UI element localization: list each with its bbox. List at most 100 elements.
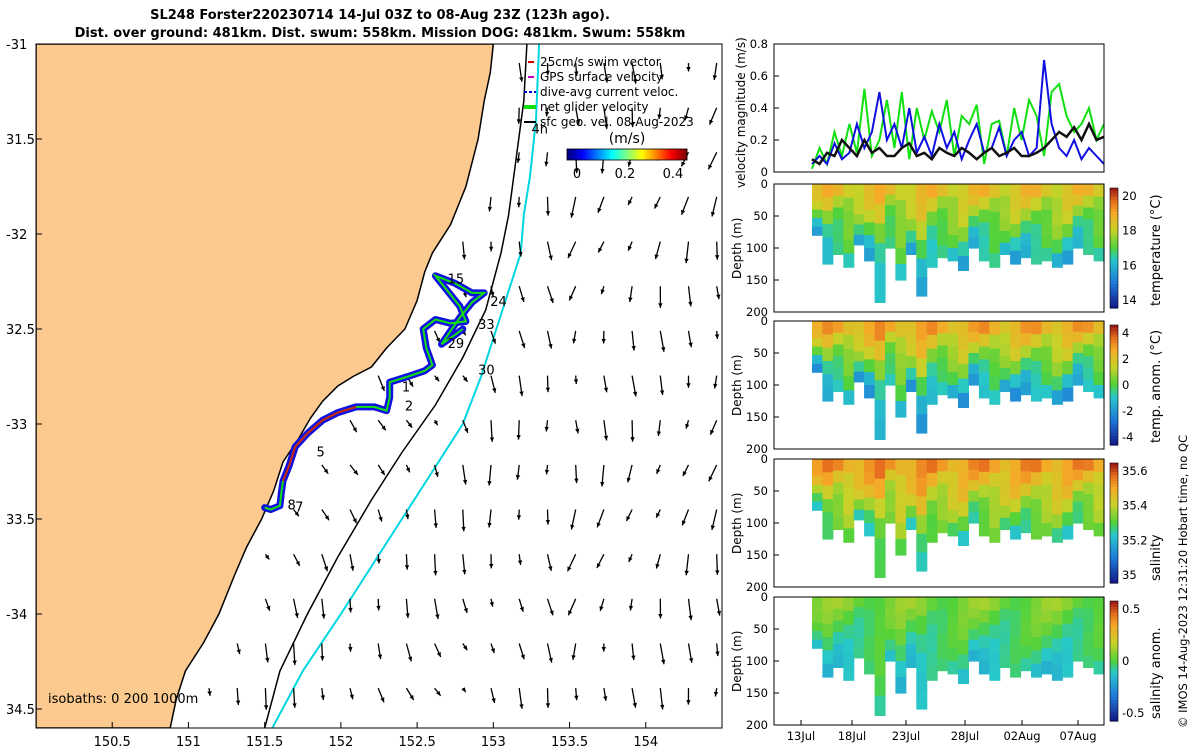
heatmap-cell: [895, 321, 907, 338]
heatmap-cell: [1010, 459, 1022, 473]
panel-colorbar-segment: [1110, 385, 1118, 389]
heatmap-cell: [1041, 235, 1053, 249]
panel-colorbar-segment: [1110, 421, 1118, 425]
current-vector-head: [599, 606, 604, 611]
heatmap-cell: [947, 523, 959, 537]
heatmap-cell: [1093, 321, 1105, 335]
heatmap-cell: [843, 348, 855, 364]
current-vector-head: [324, 515, 330, 521]
heatmap-cell: [885, 184, 896, 196]
current-vector-head: [570, 524, 575, 530]
current-vector-head: [294, 613, 299, 618]
current-vector-head: [380, 697, 385, 703]
colorbar-segment: [611, 149, 614, 160]
heatmap-cell: [885, 480, 896, 492]
heatmap-cell: [989, 184, 1001, 199]
legend-label: 25cm/s swim vector: [540, 55, 661, 69]
heatmap-cell: [978, 459, 990, 473]
panel-colorbar-segment: [1110, 302, 1118, 306]
heatmap-cell: [1010, 237, 1022, 252]
heatmap-cell: [905, 230, 917, 244]
current-vector-head: [627, 161, 632, 167]
current-vector-head: [716, 294, 721, 300]
heatmap-cell: [926, 514, 938, 529]
heatmap-cell: [864, 484, 876, 498]
heatmap-cell: [989, 225, 1001, 241]
y-tick-label: 33.5: [6, 513, 35, 528]
heatmap-cell: [812, 346, 823, 356]
heatmap-cell: [905, 494, 917, 507]
heatmap-cell: [947, 359, 959, 373]
colorbar-segment: [667, 149, 670, 160]
panel-colorbar-segment: [1110, 188, 1118, 192]
heatmap-cell: [812, 338, 823, 348]
heatmap-cell: [1072, 512, 1084, 524]
heatmap-cell: [937, 208, 949, 222]
colorbar-segment: [665, 149, 668, 160]
heatmap-cell: [1083, 459, 1095, 472]
panel-colorbar-segment: [1110, 376, 1118, 380]
heatmap-cell: [853, 341, 865, 352]
heatmap-cell: [885, 216, 896, 228]
heatmap-cell: [1062, 485, 1074, 500]
heatmap-cell: [1062, 663, 1074, 678]
heatmap-cell: [885, 650, 896, 662]
heatmap-cell: [853, 194, 865, 205]
heatmap-cell: [822, 663, 834, 678]
heatmap-cell: [1062, 347, 1074, 362]
heatmap-cell: [916, 477, 928, 497]
heatmap-cell: [926, 486, 938, 502]
heatmap-cell: [989, 638, 1001, 654]
heatmap-cell: [916, 202, 928, 222]
heatmap-cell: [864, 359, 876, 373]
panel-colorbar-tick: 20: [1122, 189, 1137, 203]
current-vector-head: [489, 246, 494, 252]
heatmap-cell: [864, 523, 876, 537]
heatmap-cell: [978, 222, 990, 236]
heatmap-cell: [968, 353, 980, 365]
colorbar-segment: [653, 149, 656, 160]
heatmap-cell: [812, 329, 823, 339]
heatmap-cell: [958, 502, 969, 518]
panel-colorbar-segment: [1110, 679, 1118, 683]
chart-title-line1: SL248 Forster220230714 14-Jul 03Z to 08-…: [150, 8, 610, 23]
current-vector-head: [521, 343, 526, 349]
heatmap-cell: [895, 200, 907, 217]
heatmap-cell: [1031, 210, 1042, 225]
heatmap-cell: [1031, 499, 1042, 513]
heatmap-cell: [968, 342, 980, 354]
isobath-caption: isobaths: 0 200 1000m: [48, 692, 198, 707]
current-vector-head: [376, 605, 381, 611]
panel-colorbar-segment: [1110, 562, 1118, 566]
waypoint-label: 5: [316, 445, 324, 460]
panel-colorbar-segment: [1110, 601, 1118, 605]
heatmap-cell: [905, 470, 917, 483]
heatmap-cell: [874, 203, 886, 224]
current-vector-head: [545, 387, 550, 393]
heatmap-cell: [1031, 374, 1042, 389]
colorbar-segment: [649, 149, 652, 160]
colorbar-segment: [673, 149, 676, 160]
heatmap-cell: [999, 470, 1011, 483]
panel-colorbar-segment: [1110, 649, 1118, 653]
current-vector-head: [352, 518, 357, 524]
colorbar-segment: [593, 149, 596, 160]
panel-colorbar-segment: [1110, 442, 1118, 446]
heatmap-cell: [1083, 655, 1095, 668]
heatmap-cell: [853, 647, 865, 659]
colorbar-segment: [681, 149, 684, 160]
heatmap-cell: [864, 372, 876, 386]
heatmap-cell: [843, 652, 855, 667]
panel-colorbar-segment: [1110, 712, 1118, 716]
depth-axis-label: Depth (m): [730, 218, 744, 279]
current-vector-head: [630, 122, 635, 128]
heatmap-cell: [958, 459, 969, 474]
heatmap-cell: [832, 219, 844, 232]
heatmap-cell: [958, 364, 969, 380]
heatmap-cell: [1020, 621, 1032, 635]
heatmap-cell: [1010, 197, 1022, 212]
panel-colorbar-segment: [1110, 373, 1118, 377]
isobath-1000m: [263, 44, 528, 728]
panel-colorbar-segment: [1110, 547, 1118, 551]
panel-colorbar-segment: [1110, 559, 1118, 563]
